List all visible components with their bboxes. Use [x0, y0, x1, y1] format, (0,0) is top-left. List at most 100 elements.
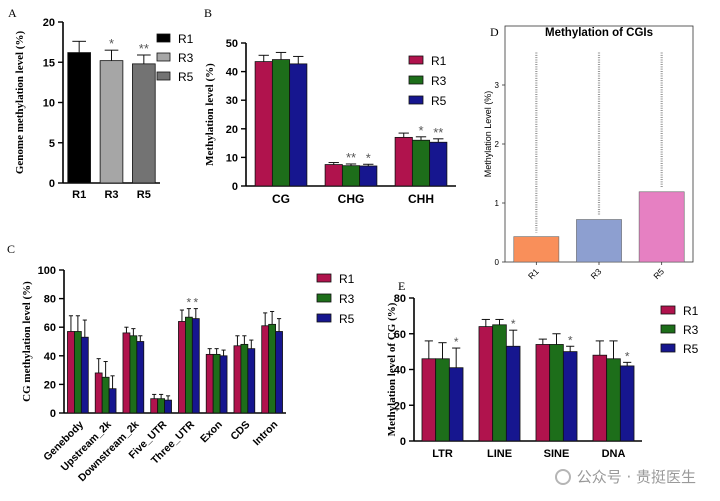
legend-label: R1 — [339, 272, 355, 286]
bar-R5 — [136, 341, 145, 414]
bar-R1 — [592, 354, 608, 442]
x-tick-label: CHH — [408, 192, 434, 206]
x-tick-label: CHG — [338, 192, 365, 206]
legend-label: R5 — [683, 342, 699, 356]
legend-label: R5 — [431, 94, 447, 108]
x-tick-label: R1 — [526, 266, 541, 281]
bar-R5 — [289, 63, 308, 187]
y-tick-label: 0 — [400, 436, 406, 448]
legend-label: R1 — [431, 54, 447, 68]
y-tick-label: 20 — [394, 400, 406, 412]
bar-R1 — [67, 331, 75, 414]
y-axis-title: Genome methylation level (%) — [14, 31, 26, 175]
bar-R3 — [435, 358, 450, 442]
legend-swatch — [660, 324, 676, 334]
bar-R3 — [99, 60, 124, 184]
y-tick-label: 5 — [49, 138, 55, 150]
y-tick-label: 15 — [43, 57, 55, 69]
y-tick-label: 0 — [50, 408, 56, 420]
bar-R3 — [492, 324, 507, 442]
bar-R5 — [191, 318, 200, 414]
bar-R1 — [122, 332, 131, 414]
legend: R1 R3 R5 — [156, 32, 194, 84]
y-tick-label: 0 — [495, 258, 500, 267]
panel-letter-E: E — [398, 279, 405, 293]
legend-swatch — [408, 55, 424, 65]
x-tick-label: LINE — [487, 448, 512, 460]
y-tick-label: 40 — [44, 351, 56, 363]
legend-swatch — [408, 75, 424, 85]
bar-R5 — [505, 345, 521, 442]
panel-a-genome-methylation: 0 5 10 15 20 Genome methylation level (%) R1 * R… — [14, 17, 194, 201]
y-tick-label: 50 — [226, 38, 238, 50]
significance-mark: * — [366, 150, 371, 165]
significance-mark: * — [568, 333, 573, 347]
x-tick-label: Exon — [198, 419, 225, 446]
y-axis-title: Methylation level of CG (%) — [386, 302, 398, 436]
legend: R1 R3 R5 — [408, 54, 447, 108]
bar-R5 — [247, 348, 256, 414]
legend-swatch — [408, 95, 424, 105]
bar-R3 — [576, 219, 622, 263]
y-axis-title: Methylation Level (%) — [483, 91, 493, 178]
y-tick-label: 2 — [495, 140, 500, 149]
bar-R1 — [205, 353, 214, 414]
y-tick-label: 20 — [43, 17, 55, 29]
wechat-icon — [554, 469, 571, 485]
y-tick-label: 30 — [226, 95, 238, 107]
bar-R3 — [74, 331, 82, 414]
y-tick-label: 0 — [232, 181, 238, 193]
significance-mark: * — [187, 296, 192, 310]
y-tick-label: 100 — [38, 265, 56, 277]
bar-R1 — [421, 358, 437, 442]
significance-mark: * — [109, 36, 114, 51]
bar-R5 — [359, 165, 378, 187]
bar-R3 — [185, 316, 193, 414]
y-tick-label: 1 — [495, 199, 500, 208]
significance-mark: ** — [139, 41, 149, 56]
bar-R5 — [164, 399, 172, 414]
bar-R3 — [549, 344, 564, 442]
x-tick-label: CDS — [228, 419, 252, 443]
significance-mark: ** — [346, 150, 356, 165]
significance-mark: * — [418, 123, 423, 138]
y-tick-label: 0 — [49, 178, 55, 190]
y-tick-label: 40 — [394, 365, 406, 377]
x-tick-label: R5 — [137, 189, 151, 201]
y-tick-label: 10 — [226, 152, 238, 164]
bar-R1 — [324, 164, 343, 187]
legend-label: R5 — [178, 70, 194, 84]
panel-letter-A: A — [8, 6, 17, 20]
bar-R5 — [219, 355, 228, 414]
bar-R3 — [411, 139, 431, 187]
panel-letter-D: D — [490, 25, 499, 39]
y-axis-title: CG methylation level (%) — [21, 281, 33, 402]
bar-R1 — [94, 372, 103, 414]
bar-R5 — [80, 336, 89, 414]
legend-swatch — [660, 305, 676, 315]
y-axis-title: Methylation level (%) — [204, 63, 216, 166]
y-tick-label: 20 — [226, 124, 238, 136]
bar-R5 — [275, 331, 283, 414]
x-tick-label: SINE — [544, 448, 570, 460]
bar-R3 — [212, 353, 221, 414]
bar-R3 — [268, 323, 276, 414]
legend-label: R3 — [178, 51, 194, 65]
bar-R1 — [478, 326, 494, 442]
bar-R3 — [271, 59, 291, 187]
bar-R1 — [261, 325, 270, 414]
x-tick-label: R1 — [72, 189, 86, 201]
y-tick-label: 20 — [44, 379, 56, 391]
y-tick-label: 80 — [394, 293, 406, 305]
x-tick-label: DNA — [602, 448, 626, 460]
legend-label: R3 — [683, 323, 699, 337]
bar-R1 — [394, 136, 413, 187]
bar-R1 — [233, 345, 242, 414]
y-tick-label: 10 — [43, 98, 55, 110]
bar-R1 — [150, 398, 159, 414]
y-tick-label: 80 — [44, 294, 56, 306]
y-tick-label: 60 — [394, 329, 406, 341]
panel-letter-B: B — [204, 6, 212, 20]
